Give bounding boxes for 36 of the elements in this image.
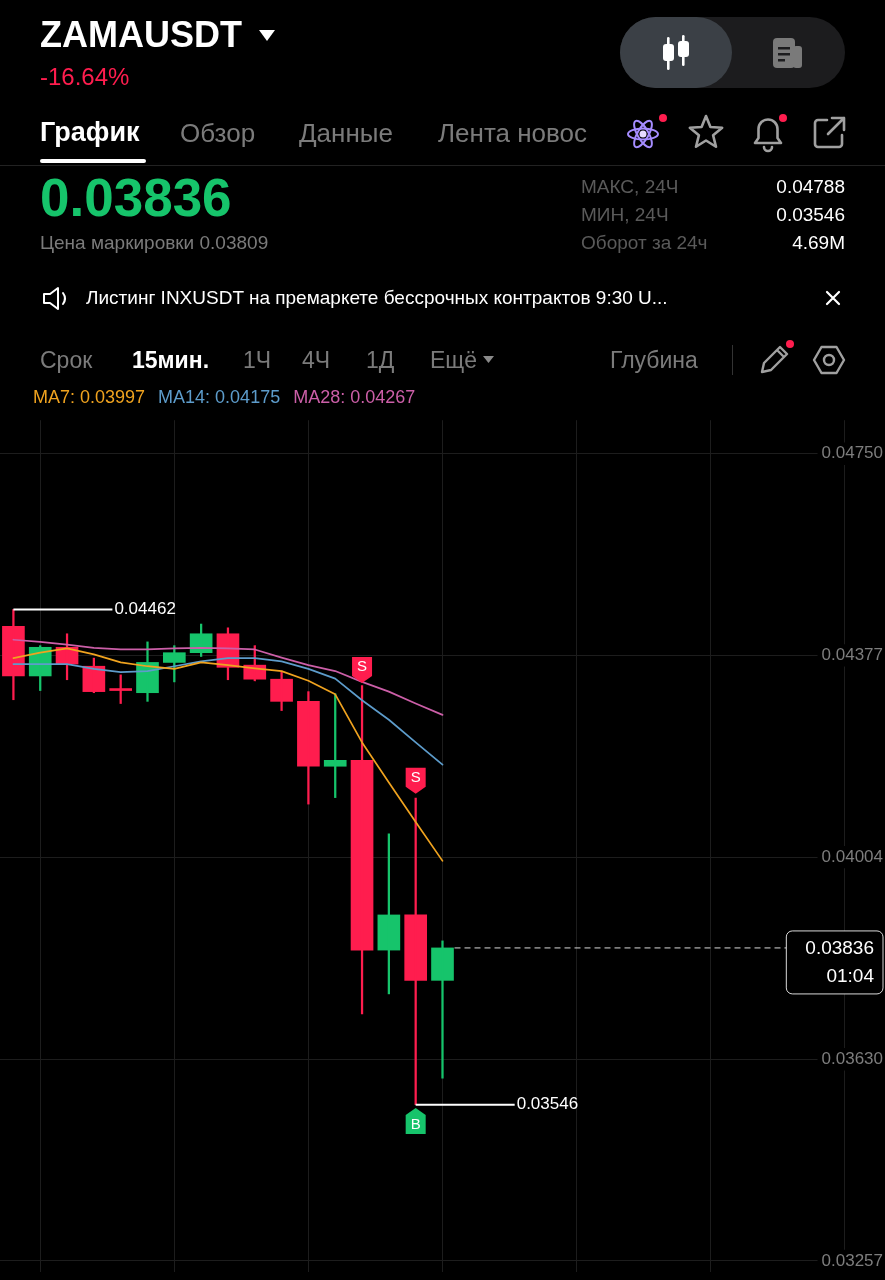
text: Глубина <box>610 347 698 373</box>
text: 4.69M <box>792 232 845 253</box>
annotation: 0.03546 <box>516 1094 579 1114</box>
text: Обзор <box>180 118 256 148</box>
y-tick-label: 0.04377 <box>821 645 883 665</box>
data-label: S <box>410 767 421 785</box>
text: Цена маркировки 0.03809 <box>40 232 269 253</box>
text: 0.03836 <box>40 168 232 227</box>
text: 15мин. <box>132 347 210 373</box>
y-tick-label: 0.04004 <box>821 846 883 866</box>
text: MA28: 0.04267 <box>293 387 416 407</box>
text: 0.03546 <box>776 204 845 225</box>
text: MA14: 0.04175 <box>158 387 281 407</box>
text: 0.04788 <box>776 176 845 197</box>
text: График <box>40 117 140 147</box>
y-tick-label: 0.04750 <box>821 443 883 463</box>
y-tick-label: 0.03630 <box>821 1048 883 1068</box>
text: Срок <box>40 347 93 373</box>
text: 1Д <box>366 347 395 373</box>
text: МИН, 24Ч <box>581 204 669 225</box>
text: Листинг INXUSDT на премаркете бессрочных контрактов 9:30 U... <box>86 287 668 308</box>
text: MA7: 0.03997 <box>33 387 146 407</box>
chart-subtitle: -16.64% <box>40 63 130 90</box>
text: Данные <box>299 118 393 148</box>
text: 4Ч <box>302 347 331 373</box>
text: МАКС, 24Ч <box>581 176 679 197</box>
data-label: B <box>410 1115 421 1133</box>
text: 1Ч <box>243 347 272 373</box>
text: Оборот за 24ч <box>581 232 708 253</box>
text: Ещё <box>430 347 478 373</box>
annotation: 0.04462 <box>114 599 176 619</box>
text: Лента новос <box>438 118 587 148</box>
chart-title: ZAMAUSDT <box>40 14 242 55</box>
ref-line-label: 0.03836 01:04 <box>805 937 875 987</box>
data-label: S <box>357 657 368 675</box>
y-tick-label: 0.03257 <box>821 1250 883 1270</box>
